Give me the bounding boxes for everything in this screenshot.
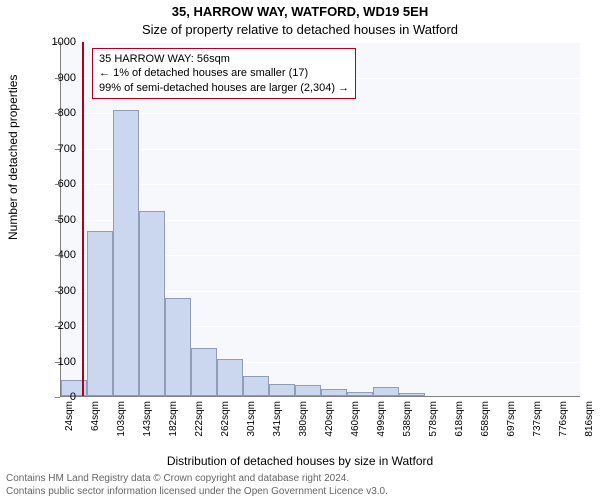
- histogram-bar: [399, 393, 425, 396]
- annotation-line-3: 99% of semi-detached houses are larger (…: [99, 81, 349, 95]
- y-tick-mark: [55, 326, 60, 327]
- histogram-bar: [139, 211, 165, 396]
- x-tick-label: 301sqm: [246, 401, 257, 437]
- property-marker-line: [82, 42, 84, 396]
- x-tick-label: 24sqm: [64, 401, 75, 431]
- x-tick-label: 578sqm: [428, 401, 439, 437]
- x-tick-label: 143sqm: [142, 401, 153, 437]
- histogram-bar: [373, 387, 399, 396]
- x-tick-label: 618sqm: [454, 401, 465, 437]
- x-tick-label: 64sqm: [90, 401, 101, 431]
- x-tick-label: 341sqm: [272, 401, 283, 437]
- histogram-bar: [87, 231, 113, 396]
- y-axis-label: Number of detached properties: [6, 75, 20, 240]
- x-tick-label: 460sqm: [350, 401, 361, 437]
- x-tick-label: 103sqm: [116, 401, 127, 437]
- histogram-bar: [269, 384, 295, 396]
- plot-area: 35 HARROW WAY: 56sqm← 1% of detached hou…: [60, 42, 580, 397]
- annotation-box: 35 HARROW WAY: 56sqm← 1% of detached hou…: [92, 48, 356, 99]
- x-tick-label: 737sqm: [532, 401, 543, 437]
- y-tick-mark: [55, 220, 60, 221]
- histogram-bar: [321, 389, 347, 396]
- y-tick-mark: [55, 149, 60, 150]
- histogram-bar: [165, 298, 191, 396]
- footer-attribution: Contains HM Land Registry data © Crown c…: [6, 473, 388, 498]
- footer-line-1: Contains HM Land Registry data © Crown c…: [6, 473, 388, 486]
- x-tick-label: 658sqm: [480, 401, 491, 437]
- histogram-bar: [113, 110, 139, 396]
- y-tick-mark: [55, 113, 60, 114]
- x-tick-label: 776sqm: [558, 401, 569, 437]
- chart-title: 35, HARROW WAY, WATFORD, WD19 5EH: [0, 4, 600, 19]
- x-tick-label: 499sqm: [376, 401, 387, 437]
- x-tick-label: 182sqm: [168, 401, 179, 437]
- x-tick-label: 538sqm: [402, 401, 413, 437]
- y-tick-mark: [55, 397, 60, 398]
- histogram-bar: [217, 359, 243, 396]
- x-tick-label: 262sqm: [220, 401, 231, 437]
- annotation-line-1: 35 HARROW WAY: 56sqm: [99, 52, 349, 66]
- x-tick-label: 697sqm: [506, 401, 517, 437]
- footer-line-2: Contains public sector information licen…: [6, 486, 388, 499]
- y-tick-mark: [55, 362, 60, 363]
- gridline: [61, 42, 580, 43]
- x-tick-label: 816sqm: [584, 401, 595, 437]
- y-tick-mark: [55, 255, 60, 256]
- y-tick-mark: [55, 78, 60, 79]
- chart-subtitle: Size of property relative to detached ho…: [0, 22, 600, 37]
- x-axis-label: Distribution of detached houses by size …: [0, 454, 600, 468]
- y-tick-mark: [55, 291, 60, 292]
- x-tick-label: 380sqm: [298, 401, 309, 437]
- histogram-bar: [295, 385, 321, 396]
- annotation-line-2: ← 1% of detached houses are smaller (17): [99, 66, 349, 80]
- histogram-bar: [243, 376, 269, 396]
- histogram-bar: [347, 392, 373, 396]
- x-tick-label: 222sqm: [194, 401, 205, 437]
- histogram-bar: [191, 348, 217, 396]
- y-tick-mark: [55, 184, 60, 185]
- x-tick-label: 420sqm: [324, 401, 335, 437]
- y-tick-mark: [55, 42, 60, 43]
